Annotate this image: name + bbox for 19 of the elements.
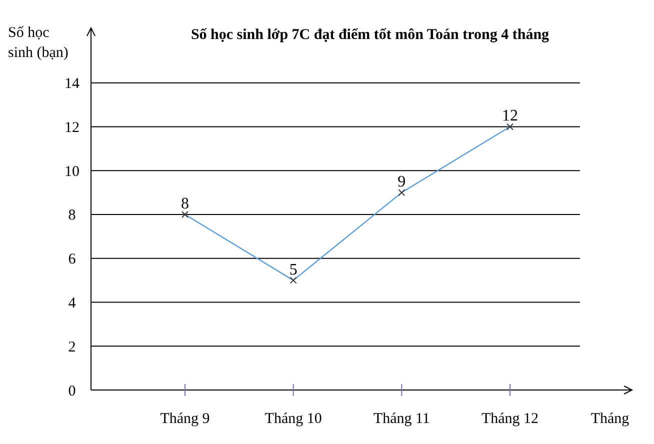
x-tick-label: Tháng 12 <box>481 411 539 427</box>
x-tick-label: Tháng 10 <box>264 411 322 427</box>
y-tick-label: 2 <box>68 339 76 356</box>
data-label: 9 <box>398 174 406 191</box>
y-tick-label: 8 <box>68 208 76 224</box>
y-tick-label: 4 <box>68 295 76 312</box>
data-label: 8 <box>181 195 189 212</box>
y-tick-label: 12 <box>64 120 80 136</box>
y-tick-label: 0 <box>68 383 76 400</box>
y-tick-label: 10 <box>64 164 80 180</box>
y-tick-label: 6 <box>68 252 76 268</box>
x-tick-label: Tháng 11 <box>373 411 430 427</box>
y-tick-label: 14 <box>64 76 80 92</box>
chart-title: Số học sinh lớp 7C đạt điểm tốt môn Toán trong 4 tháng <box>190 27 550 43</box>
data-label: 5 <box>289 261 298 278</box>
x-axis-title: Tháng <box>590 411 630 427</box>
data-label: 12 <box>502 108 518 125</box>
y-axis-title: Số học sinh (bạn) <box>8 25 68 61</box>
x-tick-label: Tháng 9 <box>160 411 210 427</box>
